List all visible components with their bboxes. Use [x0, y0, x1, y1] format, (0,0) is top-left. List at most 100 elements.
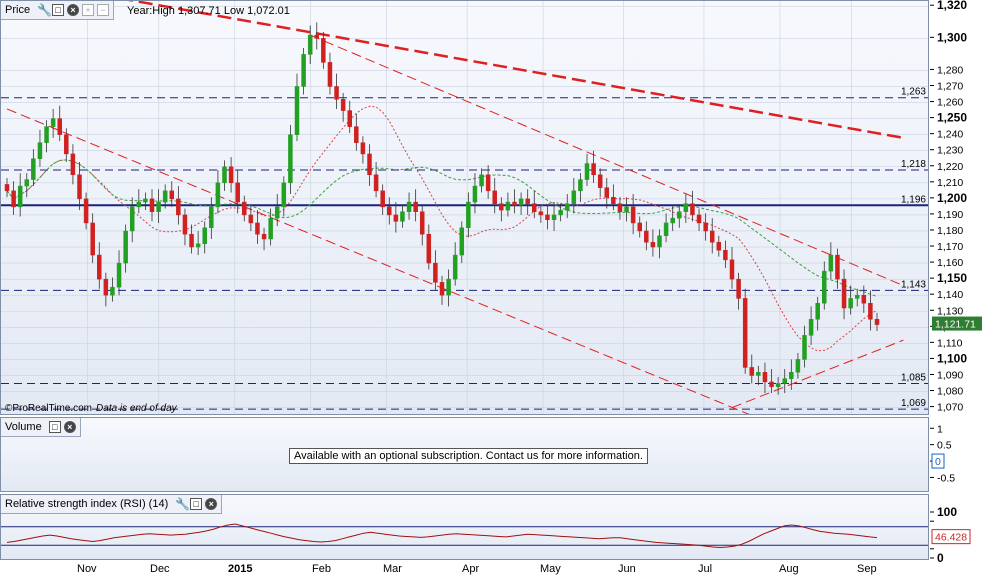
price-candle — [294, 73, 300, 142]
rsi-panel: Relative strength index (RSI) (14) 🔧 □ × — [0, 494, 929, 560]
price-candle — [50, 108, 56, 138]
price-candle — [169, 181, 175, 207]
volume-axis-label: -0.5 — [937, 472, 955, 484]
right-axis: 1,0701,0801,0901,1001,1101,1201,1301,140… — [930, 0, 982, 565]
price-candle — [452, 242, 458, 286]
price-candle — [729, 247, 735, 289]
price-candle — [413, 189, 418, 222]
level-label: 1,218 — [901, 159, 926, 170]
end-of-day-note: Data is end of day — [96, 403, 177, 414]
price-candle — [532, 190, 537, 219]
price-candle — [815, 296, 820, 331]
price-candle — [162, 184, 168, 209]
trendline-major — [127, 1, 904, 140]
level-label: 1,196 — [901, 194, 926, 205]
price-axis-label: 1,090 — [937, 369, 963, 381]
price-candle — [380, 184, 385, 215]
price-candle — [670, 205, 675, 231]
price-axis-label: 1,270 — [937, 80, 963, 92]
copyright-note: ©ProRealTime.com Data is end of day — [5, 403, 177, 414]
price-axis-label: 1,070 — [937, 402, 963, 414]
volume-axis-label: 0.5 — [937, 440, 952, 452]
window-icon[interactable]: □ — [52, 4, 65, 16]
price-candle — [44, 120, 49, 153]
price-candle — [433, 250, 438, 291]
price-candle — [558, 203, 563, 222]
volume-last-tag — [931, 453, 945, 469]
volume-panel-header: Volume □ × — [1, 418, 81, 437]
window-icon[interactable]: □ — [190, 498, 203, 510]
price-candle — [327, 52, 333, 95]
x-axis-label: Sep — [857, 563, 877, 575]
price-candle — [630, 194, 636, 235]
price-candle — [723, 240, 728, 268]
close-icon[interactable]: × — [63, 421, 76, 433]
price-candle — [156, 189, 161, 223]
x-axis-label: Jul — [698, 563, 713, 575]
price-candle — [222, 160, 227, 191]
price-candle — [756, 365, 761, 386]
price-candle — [512, 189, 517, 214]
price-candle — [103, 272, 109, 307]
price-candle — [578, 173, 583, 203]
price-candle — [703, 213, 708, 241]
price-axis-label: 1,240 — [937, 129, 963, 141]
price-candle — [762, 362, 768, 394]
volume-last-label: 0 — [935, 456, 941, 468]
price-candle — [301, 47, 306, 95]
level-label: 1,263 — [901, 87, 926, 98]
trendline-support — [731, 339, 904, 409]
price-candle — [874, 312, 880, 331]
price-candle — [281, 176, 287, 217]
price-candle — [31, 149, 36, 187]
price-candle — [268, 208, 273, 246]
price-axis-label: 1,110 — [937, 337, 963, 349]
price-candle — [795, 352, 801, 379]
price-candle — [472, 173, 478, 214]
price-candle — [591, 150, 596, 183]
price-candle — [393, 202, 399, 233]
price-candle — [143, 192, 148, 211]
last-price-label: 1,121.71 — [935, 319, 976, 331]
price-candle — [782, 369, 787, 394]
price-axis-label: 1,140 — [937, 289, 963, 301]
price-axis-label: 1,220 — [937, 161, 963, 173]
close-icon[interactable]: × — [205, 498, 218, 510]
price-candle — [195, 230, 201, 256]
price-candle — [136, 189, 142, 214]
window-icon[interactable]: □ — [48, 421, 61, 433]
price-candle — [551, 202, 557, 231]
wrench-icon[interactable]: 🔧 — [175, 497, 191, 511]
price-candle — [406, 192, 412, 220]
price-candle — [340, 92, 346, 122]
price-candle — [848, 285, 853, 315]
price-axis-label: 1,250 — [937, 111, 967, 125]
price-candle — [182, 208, 188, 246]
price-candle — [644, 221, 649, 251]
price-candle — [11, 181, 16, 215]
price-candle — [97, 242, 102, 289]
price-candle — [822, 261, 827, 310]
price-candle — [709, 218, 715, 254]
wrench-icon[interactable]: 🔧 — [37, 3, 53, 17]
price-candle — [485, 165, 491, 199]
remove-icon[interactable]: − — [97, 4, 110, 16]
price-candle — [459, 221, 465, 264]
trendline-upper — [309, 34, 904, 287]
trendline-lower — [6, 108, 750, 414]
price-panel-header: Price 🔧 □ × + − — [1, 1, 115, 20]
price-candle — [742, 288, 748, 374]
level-label: 1,069 — [901, 398, 926, 409]
rsi-last-label: 46.428 — [935, 532, 967, 544]
price-candle — [189, 224, 194, 254]
price-candle — [446, 269, 451, 307]
x-axis-label: Apr — [462, 563, 480, 575]
copyright-text: ©ProRealTime.com — [5, 403, 93, 414]
price-candle — [129, 197, 135, 243]
price-candle — [24, 173, 30, 198]
add-icon[interactable]: + — [82, 4, 95, 16]
year-high-low: Year:High 1,307.71 Low 1,072.01 — [127, 5, 290, 17]
close-icon[interactable]: × — [67, 4, 80, 16]
price-candle — [637, 216, 642, 238]
price-candle — [749, 354, 755, 384]
